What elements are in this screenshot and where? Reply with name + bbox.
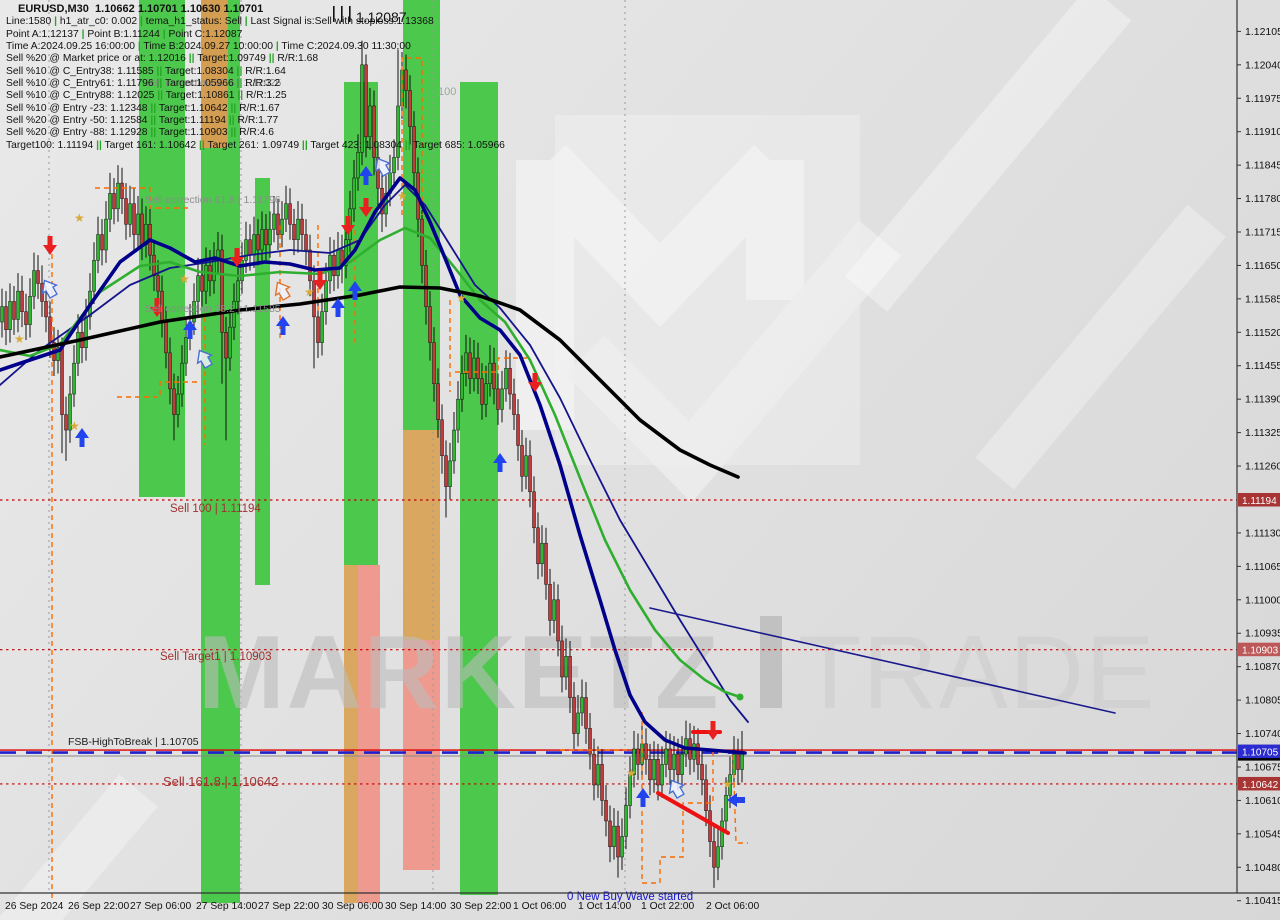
price-badge: 1.10705 — [1238, 744, 1280, 759]
svg-text:1.10545: 1.10545 — [1245, 828, 1280, 840]
svg-text:1.10642: 1.10642 — [1242, 780, 1279, 791]
svg-text:1.11780: 1.11780 — [1245, 193, 1280, 205]
peak-price-label: 1.12087 — [333, 6, 407, 25]
price-axis: 1.12105 1.12040 1.11975 1.11910 1.11845 1.117… — [1237, 26, 1280, 907]
svg-text:1.11065: 1.11065 — [1245, 561, 1280, 573]
svg-text:1.12040: 1.12040 — [1245, 59, 1280, 71]
time-axis-label: 30 Sep 06:00 — [322, 901, 384, 912]
time-axis-label: 27 Sep 14:00 — [196, 901, 258, 912]
brand-watermark: MARKETZ TRADE — [198, 615, 1155, 731]
svg-text:1.11000: 1.11000 — [1245, 594, 1280, 606]
time-axis-label: 30 Sep 22:00 — [450, 901, 512, 912]
svg-text:1.11585: 1.11585 — [1245, 293, 1280, 305]
time-axis-label: 26 Sep 22:00 — [68, 901, 130, 912]
price-badge: 1.10642 — [1238, 776, 1280, 791]
svg-text:1.11325: 1.11325 — [1245, 427, 1280, 439]
axes — [0, 0, 1280, 894]
time-axis-label: 30 Sep 14:00 — [385, 901, 447, 912]
svg-text:1.10415: 1.10415 — [1245, 895, 1280, 907]
time-axis-label: 2 Oct 06:00 — [706, 901, 760, 912]
signal-markers: ★ ★ ★ ★ ★ ★ ★ ★ ★ — [14, 157, 745, 807]
svg-text:1.11975: 1.11975 — [1245, 93, 1280, 105]
star-marker: ★ — [69, 419, 80, 433]
annotation-label: 0 New Buy Wave started — [567, 891, 693, 903]
time-axis-label: 1 Oct 14:00 — [578, 901, 632, 912]
star-marker: ★ — [722, 777, 733, 791]
star-marker: ★ — [626, 766, 637, 780]
annotation-label: Sell Target1 | 1.10903 — [160, 651, 271, 663]
annotation-label: 100 — [438, 86, 456, 98]
annotation-label: Sell correction 87.5 | 1.12025 — [145, 77, 282, 89]
svg-text:1.11650: 1.11650 — [1245, 260, 1280, 272]
star-marker: ★ — [304, 285, 315, 299]
svg-text:1.11520: 1.11520 — [1245, 327, 1280, 339]
svg-text:1.11194: 1.11194 — [1242, 496, 1277, 507]
background-watermark — [0, 0, 1226, 920]
time-axis-label: 1 Oct 22:00 — [641, 901, 695, 912]
svg-text:1.11455: 1.11455 — [1245, 360, 1280, 372]
price-badge: 1.10903 — [1238, 642, 1280, 657]
svg-text:1.10705: 1.10705 — [1242, 748, 1279, 759]
annotation-label: Sell 161.8 | 1.10642 — [163, 774, 278, 789]
star-marker: ★ — [74, 211, 85, 225]
svg-text:1.11845: 1.11845 — [1245, 160, 1280, 172]
svg-text:1.12087: 1.12087 — [356, 9, 407, 25]
star-marker: ★ — [179, 272, 190, 286]
moving-averages — [0, 176, 749, 755]
time-axis-label: 27 Sep 22:00 — [258, 901, 320, 912]
annotation-label: FSB-HighToBreak | 1.10705 — [68, 736, 199, 748]
signal-zone-bands — [139, 0, 498, 903]
star-marker: ★ — [14, 332, 25, 346]
annotation-label: Sell correction 38.2 | 1.11585 — [145, 303, 281, 315]
annotation-label: Sell 100 | 1.11194 — [170, 503, 261, 515]
svg-text:1.11130: 1.11130 — [1245, 527, 1280, 539]
svg-text:1.10480: 1.10480 — [1245, 862, 1280, 874]
svg-text:1.10610: 1.10610 — [1245, 795, 1280, 807]
svg-text:1.12105: 1.12105 — [1245, 26, 1280, 38]
svg-text:1.11910: 1.11910 — [1245, 126, 1280, 138]
svg-text:1.10935: 1.10935 — [1245, 628, 1280, 640]
time-axis-label: 27 Sep 06:00 — [130, 901, 192, 912]
period-separators — [48, 0, 626, 893]
time-axis-label: 1 Oct 06:00 — [513, 901, 567, 912]
svg-text:1.10740: 1.10740 — [1245, 728, 1280, 740]
svg-text:1.10903: 1.10903 — [1242, 646, 1279, 657]
svg-text:MARKETZ: MARKETZ — [198, 615, 720, 731]
annotation-label: Sell correction 61.8 | 1.11796 — [145, 194, 281, 206]
svg-text:1.11260: 1.11260 — [1245, 461, 1280, 473]
svg-text:TRADE: TRADE — [798, 615, 1155, 731]
svg-text:1.10675: 1.10675 — [1245, 761, 1280, 773]
svg-text:1.10870: 1.10870 — [1245, 661, 1280, 673]
svg-text:1.11715: 1.11715 — [1245, 226, 1280, 238]
star-marker: ★ — [397, 189, 408, 203]
chart-annotations: Sell correction 87.5 | 1.12025 Sell corre… — [68, 77, 693, 903]
svg-text:1.10805: 1.10805 — [1245, 695, 1280, 707]
svg-text:1.11390: 1.11390 — [1245, 394, 1280, 406]
time-axis-label: 26 Sep 2024 — [5, 901, 64, 912]
price-badge: 1.11194 — [1238, 493, 1280, 507]
time-axis: 26 Sep 2024 26 Sep 22:00 27 Sep 06:00 27 Se… — [5, 901, 760, 912]
star-marker: ★ — [456, 291, 467, 305]
